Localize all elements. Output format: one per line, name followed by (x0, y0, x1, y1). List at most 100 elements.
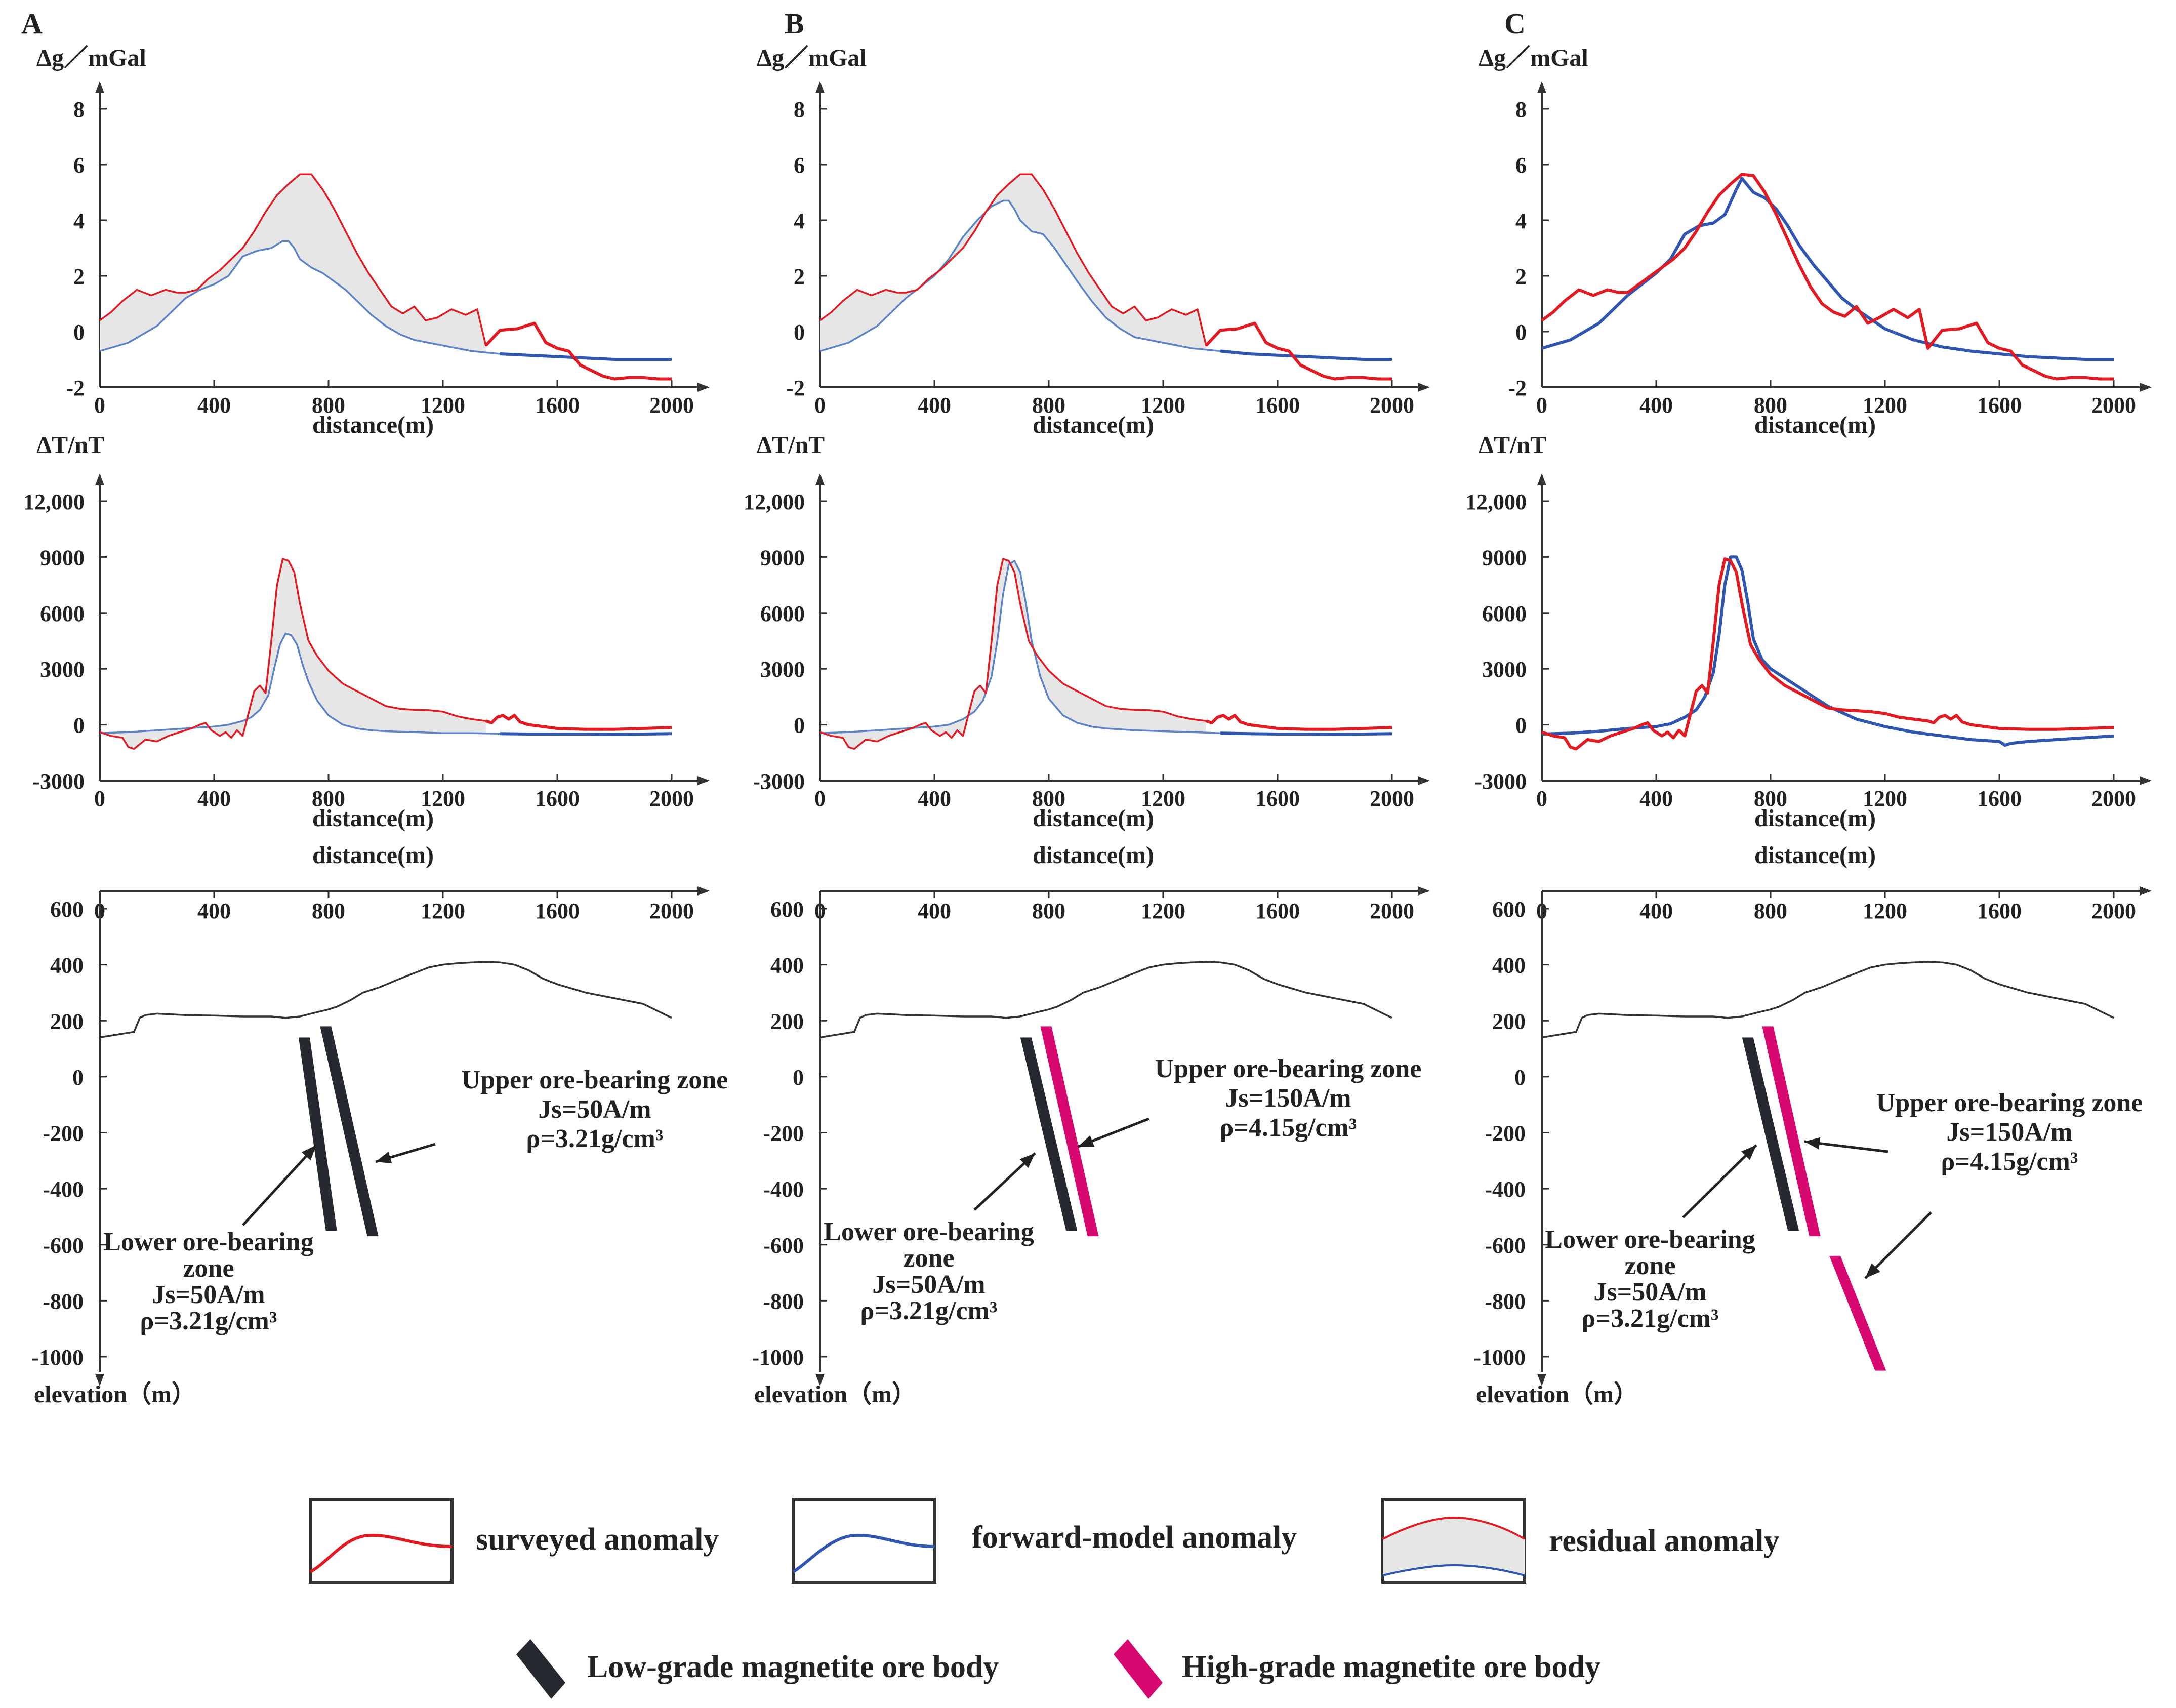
y-tick-label: 2 (794, 264, 805, 289)
y-tick-label: 9000 (1482, 545, 1527, 570)
x-tick-label: 800 (1032, 786, 1065, 811)
x-axis-title: distance(m) (1754, 842, 1876, 869)
lower-zone-arrow (242, 1144, 317, 1226)
residual-area (100, 174, 486, 353)
x-tick-label: 1600 (535, 786, 580, 811)
x-tick-label: 2000 (2091, 786, 2136, 811)
x-axis-title: distance(m) (1033, 412, 1154, 438)
surveyed-line-tail (1205, 321, 1392, 381)
surveyed-line-tail (485, 714, 672, 731)
topography-line (1541, 961, 2114, 1039)
y-tick-label: -200 (763, 1121, 804, 1146)
y-axis-title: ΔT/nT (1479, 432, 1546, 459)
x-tick-label: 800 (312, 899, 345, 923)
x-tick-label: 400 (197, 899, 231, 923)
x-tick-label: 800 (1032, 899, 1065, 923)
x-tick-label: 400 (1639, 899, 1673, 923)
surveyed-line (1541, 557, 2114, 751)
lower-zone-label-3: ρ=3.21g/cm³ (860, 1296, 998, 1325)
x-tick-label: 2000 (1370, 899, 1414, 923)
y-tick-label: 4 (1515, 209, 1527, 233)
y-tick-label: 4 (794, 209, 805, 233)
x-tick-label: 1600 (1255, 786, 1300, 811)
x-tick-label: 1200 (1863, 899, 1907, 923)
y-tick-label: 0 (1515, 713, 1527, 738)
upper-zone-arrow-2 (1864, 1211, 1932, 1279)
x-tick-label: 2000 (649, 786, 694, 811)
upper-zone-arrow-head (376, 1151, 392, 1163)
upper-zone-label-1: Js=150A/m (1946, 1118, 2072, 1147)
y-tick-label: -200 (1485, 1121, 1526, 1146)
x-axis-arrow (697, 383, 710, 392)
upper-zone-label-2: ρ=4.15g/cm³ (1220, 1113, 1357, 1142)
upper-zone-label-1: Js=150A/m (1225, 1084, 1351, 1113)
y-axis-arrow (1537, 473, 1546, 485)
y-tick-label: -200 (43, 1121, 84, 1146)
x-tick-label: 1600 (1255, 393, 1300, 418)
legend-low-grade-swatch (516, 1639, 565, 1699)
x-tick-label: 2000 (1370, 786, 1414, 811)
x-axis-arrow (2140, 886, 2152, 896)
y-tick-label: 3000 (40, 657, 85, 682)
y-tick-label: 600 (50, 897, 84, 922)
high-grade-ore-body (1829, 1255, 1886, 1371)
x-axis-arrow (1418, 776, 1430, 785)
upper-zone-label-1: Js=50A/m (538, 1095, 651, 1124)
x-tick-label: 1600 (1977, 786, 2022, 811)
lower-zone-label-1: zone (903, 1244, 954, 1273)
lower-zone-label-1: zone (1624, 1251, 1675, 1280)
y-axis-arrow (815, 81, 825, 93)
y-tick-label: 400 (770, 953, 804, 978)
chart-mag-B: ΔT/nT 12,000 9000 6000 3000 0 -3000 0 400 800 1200… (744, 432, 1430, 832)
y-axis-title: elevation（m） (1476, 1381, 1638, 1408)
x-tick-label: 2000 (649, 393, 694, 418)
y-axis-title: ΔT/nT (36, 432, 104, 459)
y-tick-label: 400 (1492, 953, 1526, 978)
panel-letter: B (785, 7, 804, 40)
legend-low-grade-label: Low-grade magnetite ore body (587, 1650, 999, 1684)
chart-grav-C: C Δg／mGal 8 6 4 2 0 -2 0 400 800 1200 1600 2000 distan… (1479, 7, 2152, 438)
forward-model-line (1541, 177, 2114, 361)
legend-high-grade-label: High-grade magnetite ore body (1182, 1650, 1600, 1684)
chart-mag-C: ΔT/nT 12,000 9000 6000 3000 0 -3000 0 400 800 1200… (1465, 432, 2152, 832)
x-tick-label: 1200 (1141, 899, 1185, 923)
legend: surveyed anomaly forward-model anomaly r… (309, 1498, 1779, 1699)
topography-line (819, 961, 1392, 1039)
lower-zone-label-2: Js=50A/m (1593, 1278, 1706, 1307)
forward-model-line (1541, 555, 2114, 747)
y-tick-label: -800 (763, 1289, 804, 1314)
y-tick-label: -3000 (753, 769, 805, 794)
x-axis-arrow (1418, 383, 1430, 392)
y-axis-title: elevation（m） (754, 1381, 916, 1408)
y-tick-label: -400 (43, 1177, 84, 1202)
y-tick-label: 400 (50, 953, 84, 978)
section-B: distance(m)04008001200160020006004002000… (752, 842, 1430, 1408)
legend-model-label: forward-model anomaly (972, 1520, 1297, 1555)
x-tick-label: 400 (918, 786, 951, 811)
lower-zone-arrow-head (301, 1145, 316, 1161)
x-tick-label: 1600 (1977, 899, 2022, 923)
y-axis-arrow (95, 1374, 104, 1386)
y-tick-label: -400 (1485, 1177, 1526, 1202)
y-tick-label: 12,000 (23, 490, 85, 514)
y-axis-arrow (95, 81, 104, 93)
x-tick-label: 1200 (421, 786, 465, 811)
x-tick-label: 1200 (1141, 393, 1185, 418)
section-A: distance(m)04008001200160020006004002000… (31, 842, 728, 1408)
y-axis-arrow (1537, 1374, 1546, 1386)
y-tick-label: 3000 (760, 657, 805, 682)
upper-zone-arrow-2-head (1865, 1263, 1880, 1278)
y-tick-label: 6 (1515, 153, 1527, 178)
y-tick-label: -600 (763, 1233, 804, 1258)
x-tick-label: 1600 (1255, 899, 1300, 923)
y-tick-label: -800 (1485, 1289, 1526, 1314)
lower-zone-label-2: Js=50A/m (152, 1280, 265, 1309)
y-tick-label: 9000 (760, 545, 805, 570)
y-tick-label: 0 (73, 320, 85, 345)
x-tick-label: 400 (197, 393, 231, 418)
upper-zone-label-0: Upper ore-bearing zone (462, 1066, 728, 1094)
lower-zone-label-0: Lower ore-bearing (824, 1217, 1034, 1246)
y-tick-label: 6 (794, 153, 805, 178)
x-tick-label: 0 (94, 393, 105, 418)
